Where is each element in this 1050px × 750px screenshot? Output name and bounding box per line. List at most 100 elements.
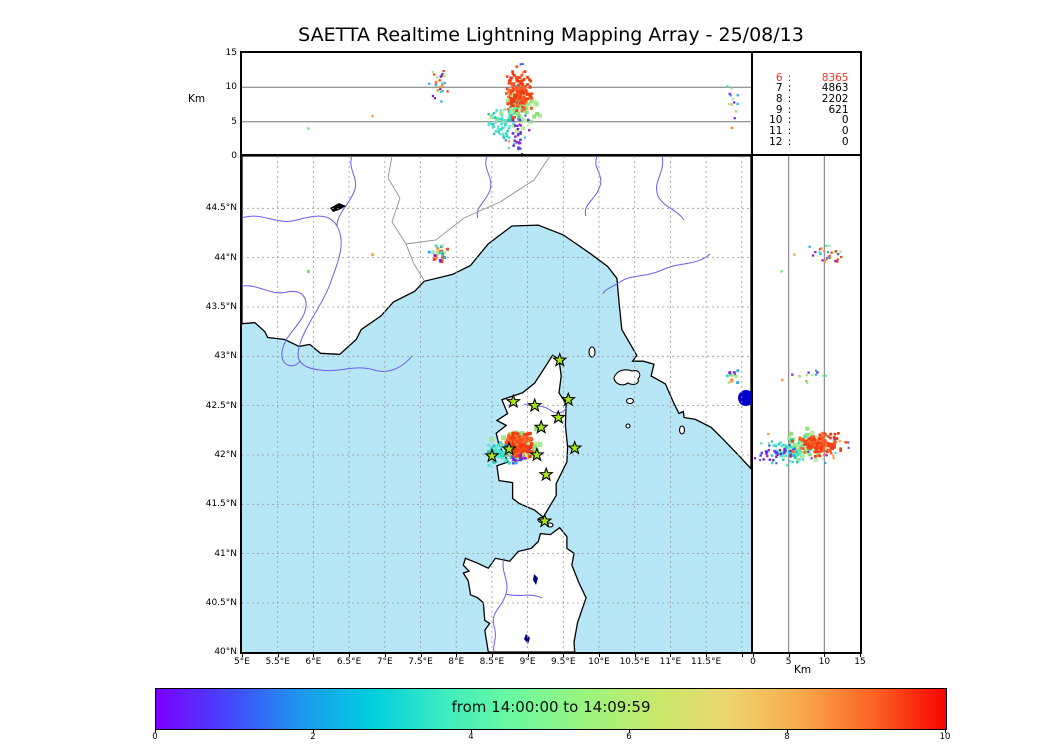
axis-tick [753, 653, 754, 657]
lat-tick-label: 41°N [214, 548, 237, 559]
axis-tick [788, 653, 790, 657]
sensor-star-marker [526, 396, 542, 412]
lat-tick-label: 40°N [214, 647, 237, 658]
station-count-row: 6:8365 [775, 71, 849, 84]
lon-tick-label: 9.5°E [551, 657, 576, 667]
time-colorbar: from 14:00:00 to 14:09:59 [155, 688, 947, 730]
mainland-coastline [241, 155, 751, 470]
lon-tick-label: 8°E [448, 657, 465, 667]
station-count-row: 11:0 [769, 125, 849, 137]
sardinia-coastline [461, 526, 587, 652]
axis-tick [384, 653, 386, 657]
map-panel [239, 153, 753, 654]
lon-tick-label: 5°E [234, 657, 250, 667]
lon-tick-label: 6°E [305, 657, 322, 667]
lat-tick-label: 42°N [214, 449, 237, 460]
lat-tick-label: 44.5°N [205, 203, 237, 214]
axis-tick [471, 729, 472, 733]
lon-tick-label: 11°E [659, 657, 682, 667]
colorbar-tick-label: 8 [784, 732, 790, 742]
axis-tick [491, 653, 493, 657]
lon-tick-label: 10°E [588, 657, 610, 667]
axis-tick [277, 653, 279, 657]
altitude-tick-label: 10 [818, 657, 831, 667]
station-count-row: 9:621 [775, 103, 849, 116]
figure-title: SAETTA Realtime Lightning Mapping Array … [298, 24, 804, 46]
map-plot [241, 155, 751, 652]
sensor-star-marker [551, 351, 567, 367]
colorbar-tick-label: 0 [152, 732, 158, 742]
lakes [329, 202, 751, 644]
axis-tick [629, 729, 630, 733]
axis-tick [313, 653, 315, 657]
lake-serre-poncon [329, 202, 346, 212]
colorbar-tick-label: 10 [939, 732, 951, 742]
axis-tick [155, 729, 156, 733]
axis-tick [860, 653, 861, 657]
axis-tick [634, 653, 636, 657]
lon-tick-label: 8.5°E [479, 657, 505, 667]
sensor-star-marker [528, 446, 545, 461]
axis-tick [741, 653, 743, 657]
lon-tick-label: 11.5°E [690, 657, 722, 667]
lat-tick-label: 44°N [214, 252, 237, 263]
sensor-star-marker [505, 393, 521, 408]
altitude-longitude-plot [241, 62, 751, 155]
axis-tick [599, 653, 600, 657]
admin-borders [387, 155, 550, 280]
top-panel-ylabel: Km [188, 93, 206, 105]
lat-tick-label: 42.5°N [205, 400, 237, 411]
axis-tick [313, 729, 314, 733]
colorbar-tick-label: 4 [468, 732, 474, 742]
altitude-tick-label: 15 [225, 48, 237, 58]
altitude-tick-label: 5 [231, 116, 237, 127]
sensor-star-marker [537, 466, 554, 481]
station-count-row: 7:4863 [775, 82, 849, 95]
axis-tick [787, 729, 788, 733]
axis-tick [670, 653, 672, 657]
station-count-stats-panel: 6:8365 7:4863 8:2202 9:621 10:0 11:0 12:0 [750, 50, 862, 158]
lake-bolsena [737, 389, 751, 406]
lon-tick-label: 6.5°E [336, 657, 362, 667]
lat-tick-label: 43°N [214, 351, 237, 362]
colorbar-tick-label: 2 [310, 732, 316, 742]
right-panel-xlabel: Km [794, 664, 812, 676]
altitude-tick-label: 0 [231, 151, 237, 161]
lon-tick-label: 7°E [376, 657, 393, 667]
altitude-tick-label: 10 [225, 82, 237, 93]
altitude-tick-label: 0 [750, 657, 756, 667]
axis-tick [824, 653, 826, 657]
sensor-star-marker [532, 418, 549, 434]
station-count-row: 8:2202 [775, 92, 849, 105]
sensor-star-marker [500, 440, 517, 456]
sensor-star-marker [550, 408, 566, 424]
altitude-tick-label: 15 [854, 657, 866, 667]
axis-tick [420, 653, 422, 657]
station-count-row: 12:0 [769, 135, 849, 148]
altitude-tick-label: 5 [785, 657, 792, 667]
lon-tick-label: 9°E [519, 657, 536, 667]
lon-tick-label: 5.5°E [265, 657, 290, 667]
lat-tick-label: 40.5°N [205, 597, 237, 608]
colorbar-tick-label: 6 [626, 732, 632, 742]
axis-tick [456, 653, 458, 657]
axis-tick [349, 653, 351, 657]
altitude-latitude-panel [750, 153, 862, 654]
lon-tick-label: 7.5°E [408, 657, 433, 667]
altitude-latitude-plot [753, 155, 850, 652]
sensor-star-marker [566, 439, 582, 455]
station-count-row: 10:0 [769, 114, 849, 127]
sensor-star-marker [536, 512, 552, 528]
altitude-longitude-panel [239, 50, 753, 158]
sensor-star-marker [483, 447, 500, 462]
axis-tick [945, 729, 946, 733]
lat-tick-label: 43.5°N [205, 301, 237, 312]
axis-tick [706, 653, 708, 657]
axis-tick [527, 653, 529, 657]
time-window-label: from 14:00:00 to 14:09:59 [451, 698, 651, 716]
lon-tick-label: 10.5°E [619, 657, 650, 667]
lat-tick-label: 41.5°N [205, 499, 237, 510]
sensor-star-marker [560, 391, 576, 406]
axis-tick [563, 653, 565, 657]
